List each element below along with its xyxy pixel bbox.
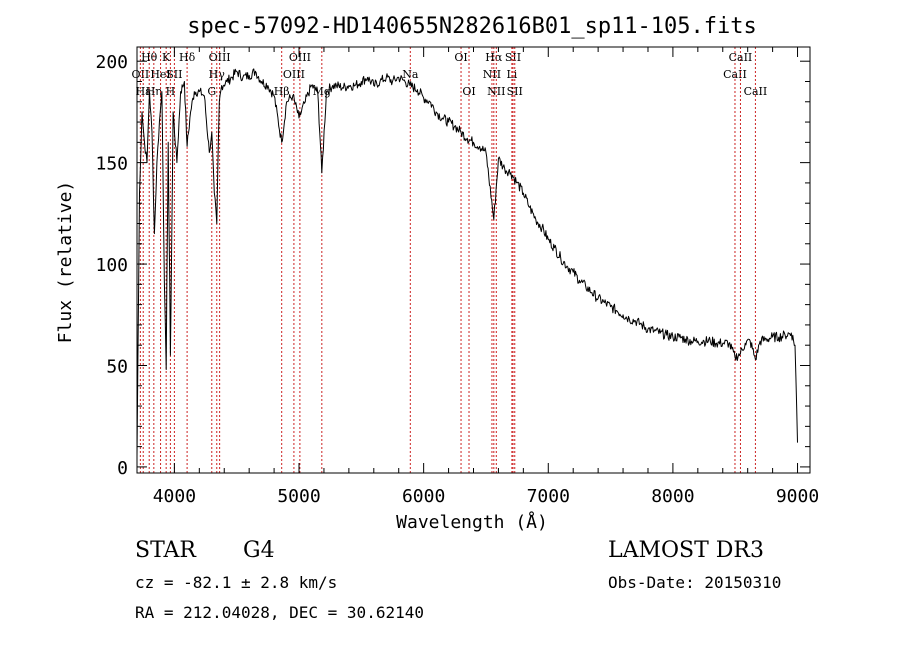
line-marker-label: Li xyxy=(506,68,517,81)
line-marker-label: Hη xyxy=(146,85,162,98)
line-marker-label: NII xyxy=(483,68,501,81)
line-marker-label: OIII xyxy=(209,51,231,64)
line-marker-label: Hδ xyxy=(179,51,196,64)
observation-date: Obs-Date: 20150310 xyxy=(608,573,782,592)
spectrum-line xyxy=(136,68,798,457)
x-axis-label: Wavelength (Å) xyxy=(396,511,548,533)
line-marker-label: Hγ xyxy=(209,68,226,81)
y-axis-label: Flux (relative) xyxy=(55,181,76,344)
y-tick-label: 100 xyxy=(95,255,128,276)
spectral-line-markers: OIIHεHθHηHeIKHSIIHδGHγOIIIHβOIIIOIIIMgNa… xyxy=(132,47,768,473)
line-marker-label: Na xyxy=(402,68,419,81)
plot-frame xyxy=(136,46,811,474)
line-marker-label: OI xyxy=(454,51,467,64)
line-marker-label: CaII xyxy=(729,51,753,64)
x-tick-label: 7000 xyxy=(527,486,570,507)
line-marker-label: G xyxy=(207,85,216,98)
y-tick-label: 0 xyxy=(117,458,128,479)
line-marker-label: Hβ xyxy=(274,85,290,98)
line-marker-label: Hε xyxy=(136,85,152,98)
line-marker-label: CaII xyxy=(744,85,768,98)
line-marker-label: Hθ xyxy=(141,51,158,64)
coordinates: RA = 212.04028, DEC = 30.62140 xyxy=(135,603,424,622)
chart-title: spec-57092-HD140655N282616B01_sp11-105.f… xyxy=(187,14,757,39)
line-marker-label: OIII xyxy=(283,68,305,81)
x-tick-label: 6000 xyxy=(402,486,445,507)
object-subclass: G4 xyxy=(243,538,275,563)
line-marker-label: SII xyxy=(507,85,523,98)
line-marker-label: Hα xyxy=(485,51,503,64)
line-marker-label: OIII xyxy=(289,51,311,64)
y-tick-label: 200 xyxy=(95,52,128,73)
line-marker-label: SII xyxy=(166,68,182,81)
x-tick-label: 4000 xyxy=(153,486,196,507)
line-marker-label: OII xyxy=(132,68,150,81)
axis-ticks xyxy=(137,47,810,473)
survey-name: LAMOST DR3 xyxy=(608,538,764,563)
redshift-velocity: cz = -82.1 ± 2.8 km/s xyxy=(135,573,338,592)
line-marker-label: CaII xyxy=(723,68,747,81)
tick-labels: 4000 5000 6000 7000 8000 9000 0 50 100 150 200 xyxy=(95,52,819,507)
object-class: STAR xyxy=(135,538,196,563)
y-tick-label: 150 xyxy=(95,154,128,175)
line-marker-label: NII xyxy=(487,85,505,98)
x-tick-label: 5000 xyxy=(277,486,320,507)
x-tick-label: 8000 xyxy=(651,486,694,507)
line-marker-label: SII xyxy=(505,51,521,64)
x-tick-label: 9000 xyxy=(776,486,819,507)
line-marker-label: H xyxy=(166,85,176,98)
line-marker-label: OI xyxy=(462,85,475,98)
line-marker-label: K xyxy=(162,51,171,64)
y-tick-label: 50 xyxy=(106,356,128,377)
